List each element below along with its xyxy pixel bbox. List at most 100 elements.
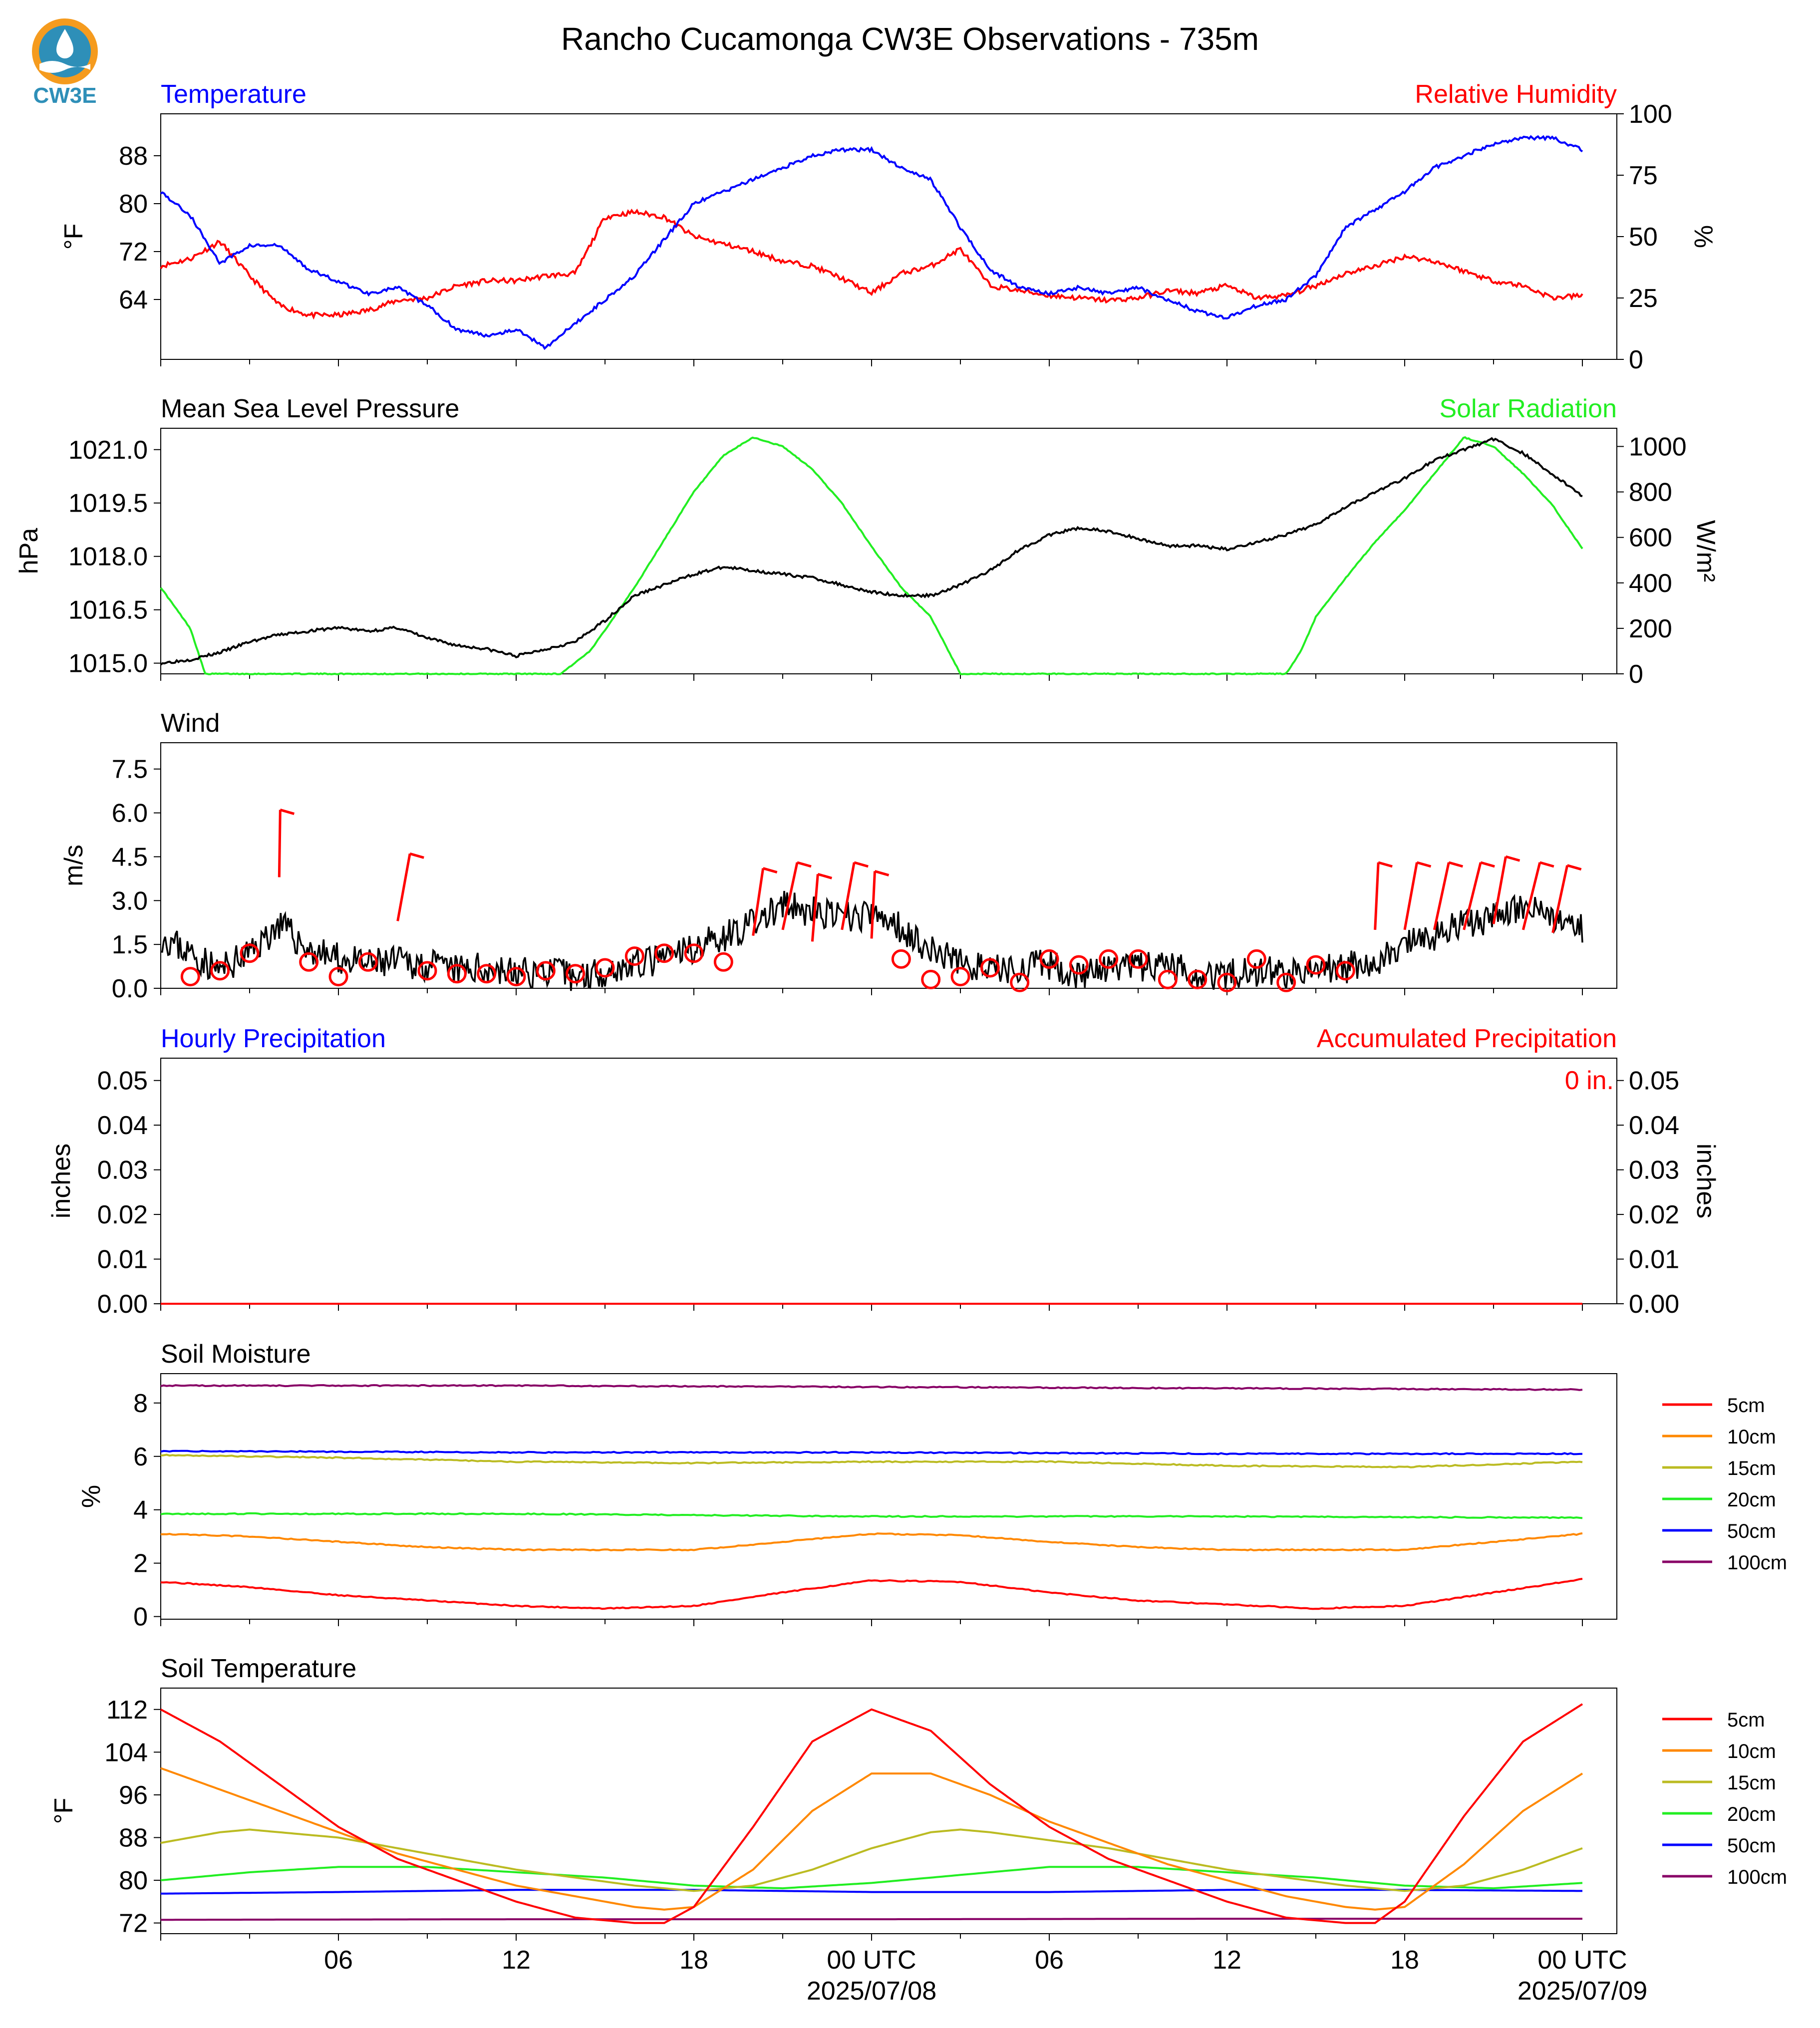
pres_solar-ytick-label: 1016.5 — [68, 596, 148, 625]
wind-barb-flag — [1378, 861, 1393, 868]
soil_moisture-ylabel: % — [77, 1485, 106, 1508]
precip-ylabel2: inches — [1691, 1144, 1720, 1218]
x-tick-label: 00 UTC — [1537, 1946, 1627, 1975]
wind-barb-calm — [684, 943, 704, 963]
precip-ytick2-label: 0.02 — [1629, 1200, 1679, 1229]
x-tick-label: 12 — [1213, 1946, 1241, 1975]
soil_temperature-ytick-label: 72 — [119, 1909, 148, 1938]
soil-moisture-50cm-line — [160, 1449, 1583, 1455]
soil_moisture-legend-label: 20cm — [1727, 1489, 1776, 1511]
precip-ytick-label: 0.04 — [97, 1111, 148, 1140]
wind-barb-staff — [396, 853, 411, 921]
soil_temperature-legend-label: 10cm — [1727, 1740, 1776, 1762]
soil-moisture-10cm-line — [160, 1532, 1583, 1552]
wind-barb-calm — [1335, 961, 1355, 981]
wind-barb-calm — [566, 964, 586, 984]
soil_moisture-ytick-label: 6 — [133, 1443, 148, 1471]
wind-barb-calm — [1010, 972, 1030, 992]
precip-frame — [160, 1058, 1617, 1304]
soil-temperature-50cm-line — [160, 1889, 1582, 1895]
soil-temperature-5cm-line — [160, 1703, 1583, 1924]
wind-barb-calm — [328, 967, 348, 987]
figure-title: Rancho Cucamonga CW3E Observations - 735… — [561, 21, 1259, 57]
precip-ytick2-label: 0.05 — [1629, 1067, 1679, 1096]
soil-temperature-20cm-line — [160, 1866, 1583, 1890]
wind-barb-calm — [1276, 972, 1296, 992]
wind-frame — [160, 742, 1617, 989]
temp_rh-ytick2-label: 25 — [1629, 284, 1658, 313]
soil-temperature-15cm-line — [160, 1828, 1583, 1892]
wind-barb-calm — [180, 967, 200, 987]
wind-barb-calm — [299, 952, 319, 972]
wind-barb-staff — [841, 862, 856, 930]
precip-panel: 0.00 0.01 0.02 0.03 0.04 0.05 inches inches Hour… — [47, 1024, 1720, 1319]
wind-barb-calm — [1069, 955, 1089, 975]
wind-barb-calm — [1128, 949, 1148, 969]
pres_solar-frame — [160, 428, 1617, 674]
soil-moisture-100cm-line — [160, 1384, 1583, 1391]
wind-barb-calm — [624, 946, 644, 966]
pres_solar-ylabel: hPa — [14, 528, 43, 575]
precip-ytick-label: 0.05 — [97, 1067, 148, 1096]
wind-ytick-label: 7.5 — [112, 755, 148, 784]
soil-moisture-15cm-line — [160, 1453, 1583, 1468]
wind-barb-staff — [870, 871, 876, 939]
pres_solar-panel: 1015.0 1016.5 1018.0 1019.5 1021.0 hPa 0 200 400… — [14, 394, 1720, 689]
wind-barb-flag — [1416, 861, 1432, 868]
temp_rh-ytick-label: 88 — [119, 142, 148, 171]
wind-barb-flag — [1448, 861, 1464, 868]
soil_temperature-panel: 72 80 88 96 104 112 °F Soil Temperature 06 12 18 00… — [49, 1654, 1647, 2006]
x-tick-date-label: 2025/07/08 — [807, 1977, 936, 2006]
wind-barb-staff — [1521, 862, 1541, 930]
accumulated-precip-label: 0 in. — [1565, 1066, 1614, 1095]
pres_solar-ytick-label: 1019.5 — [68, 489, 148, 518]
pres_solar-ytick-label: 1021.0 — [68, 436, 148, 465]
x-tick-label: 12 — [502, 1946, 531, 1975]
wind-barb-staff — [278, 810, 282, 877]
wind-barb-staff — [752, 868, 765, 936]
pres_solar-title-right: Solar Radiation — [1439, 394, 1617, 423]
temp_rh-ylabel: °F — [59, 224, 88, 250]
precip-ytick-label: 0.00 — [97, 1290, 148, 1319]
soil_temperature-ytick-label: 80 — [119, 1866, 148, 1895]
cw3e-logo: CW3E — [32, 18, 98, 108]
soil_temperature-legend: 5cm 10cm 15cm 20cm 50cm 100cm — [1662, 1709, 1787, 1888]
wind-barb-calm — [921, 969, 941, 989]
soil_temperature-ytick-label: 96 — [119, 1781, 148, 1810]
wind-barb-staff — [811, 874, 819, 942]
temperature-line — [160, 135, 1583, 350]
wind-barb-staff — [781, 862, 799, 930]
soil_moisture-frame — [160, 1373, 1617, 1620]
temp_rh-title-right: Relative Humidity — [1415, 80, 1617, 109]
temp_rh-ytick-label: 80 — [119, 190, 148, 219]
x-tick-label: 06 — [324, 1946, 353, 1975]
wind-barb-calm — [980, 958, 1000, 978]
wind-ytick-label: 4.5 — [112, 843, 148, 871]
precip-ytick-label: 0.02 — [97, 1200, 148, 1229]
soil_moisture-legend: 5cm 10cm 15cm 20cm 50cm 100cm — [1662, 1395, 1787, 1574]
soil_temperature-frame — [160, 1688, 1617, 1934]
wind-barb-flag — [854, 861, 869, 868]
temp_rh-ytick2-label: 75 — [1629, 161, 1658, 190]
wind-barb-calm — [713, 952, 733, 972]
wind-barb-calm — [1217, 972, 1237, 992]
temp_rh-ytick-label: 72 — [119, 238, 148, 267]
wind-barb-calm — [950, 967, 970, 987]
soil_moisture-ytick-label: 8 — [133, 1389, 148, 1418]
wind-barb-calm — [417, 961, 437, 981]
precip-ytick-label: 0.03 — [97, 1156, 148, 1185]
soil_moisture-legend-label: 5cm — [1727, 1395, 1765, 1417]
wind-barb-staff — [1463, 862, 1482, 930]
pres_solar-ytick2-label: 800 — [1629, 478, 1672, 507]
soil_moisture-ytick-label: 0 — [133, 1603, 148, 1632]
wind-barb-calm — [210, 961, 230, 981]
soil-moisture-20cm-line — [160, 1512, 1583, 1519]
pres_solar-ytick2-label: 0 — [1629, 660, 1643, 689]
wind-barb-flag — [797, 861, 812, 868]
temp_rh-ytick2-label: 0 — [1629, 345, 1643, 374]
wind-barb-flag — [1505, 855, 1520, 862]
soil_temperature-legend-label: 20cm — [1727, 1803, 1776, 1825]
solar-line — [160, 436, 1583, 676]
precip-title-right: Accumulated Precipitation — [1317, 1024, 1617, 1053]
